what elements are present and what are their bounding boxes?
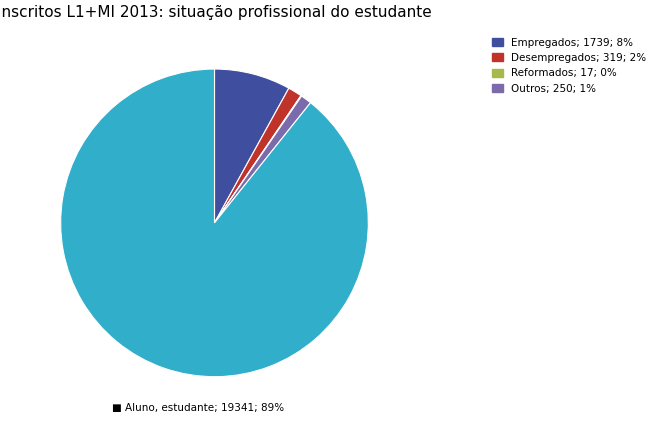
Wedge shape: [214, 96, 311, 223]
Wedge shape: [214, 96, 302, 223]
Wedge shape: [61, 69, 368, 377]
Text: ■ Aluno, estudante; 19341; 89%: ■ Aluno, estudante; 19341; 89%: [112, 403, 284, 413]
Title: Inscritos L1+MI 2013: situação profissional do estudante: Inscritos L1+MI 2013: situação profissio…: [0, 5, 432, 20]
Legend: Empregados; 1739; 8%, Desempregados; 319; 2%, Reformados; 17; 0%, Outros; 250; 1: Empregados; 1739; 8%, Desempregados; 319…: [490, 36, 648, 96]
Wedge shape: [214, 88, 301, 223]
Wedge shape: [214, 69, 289, 223]
